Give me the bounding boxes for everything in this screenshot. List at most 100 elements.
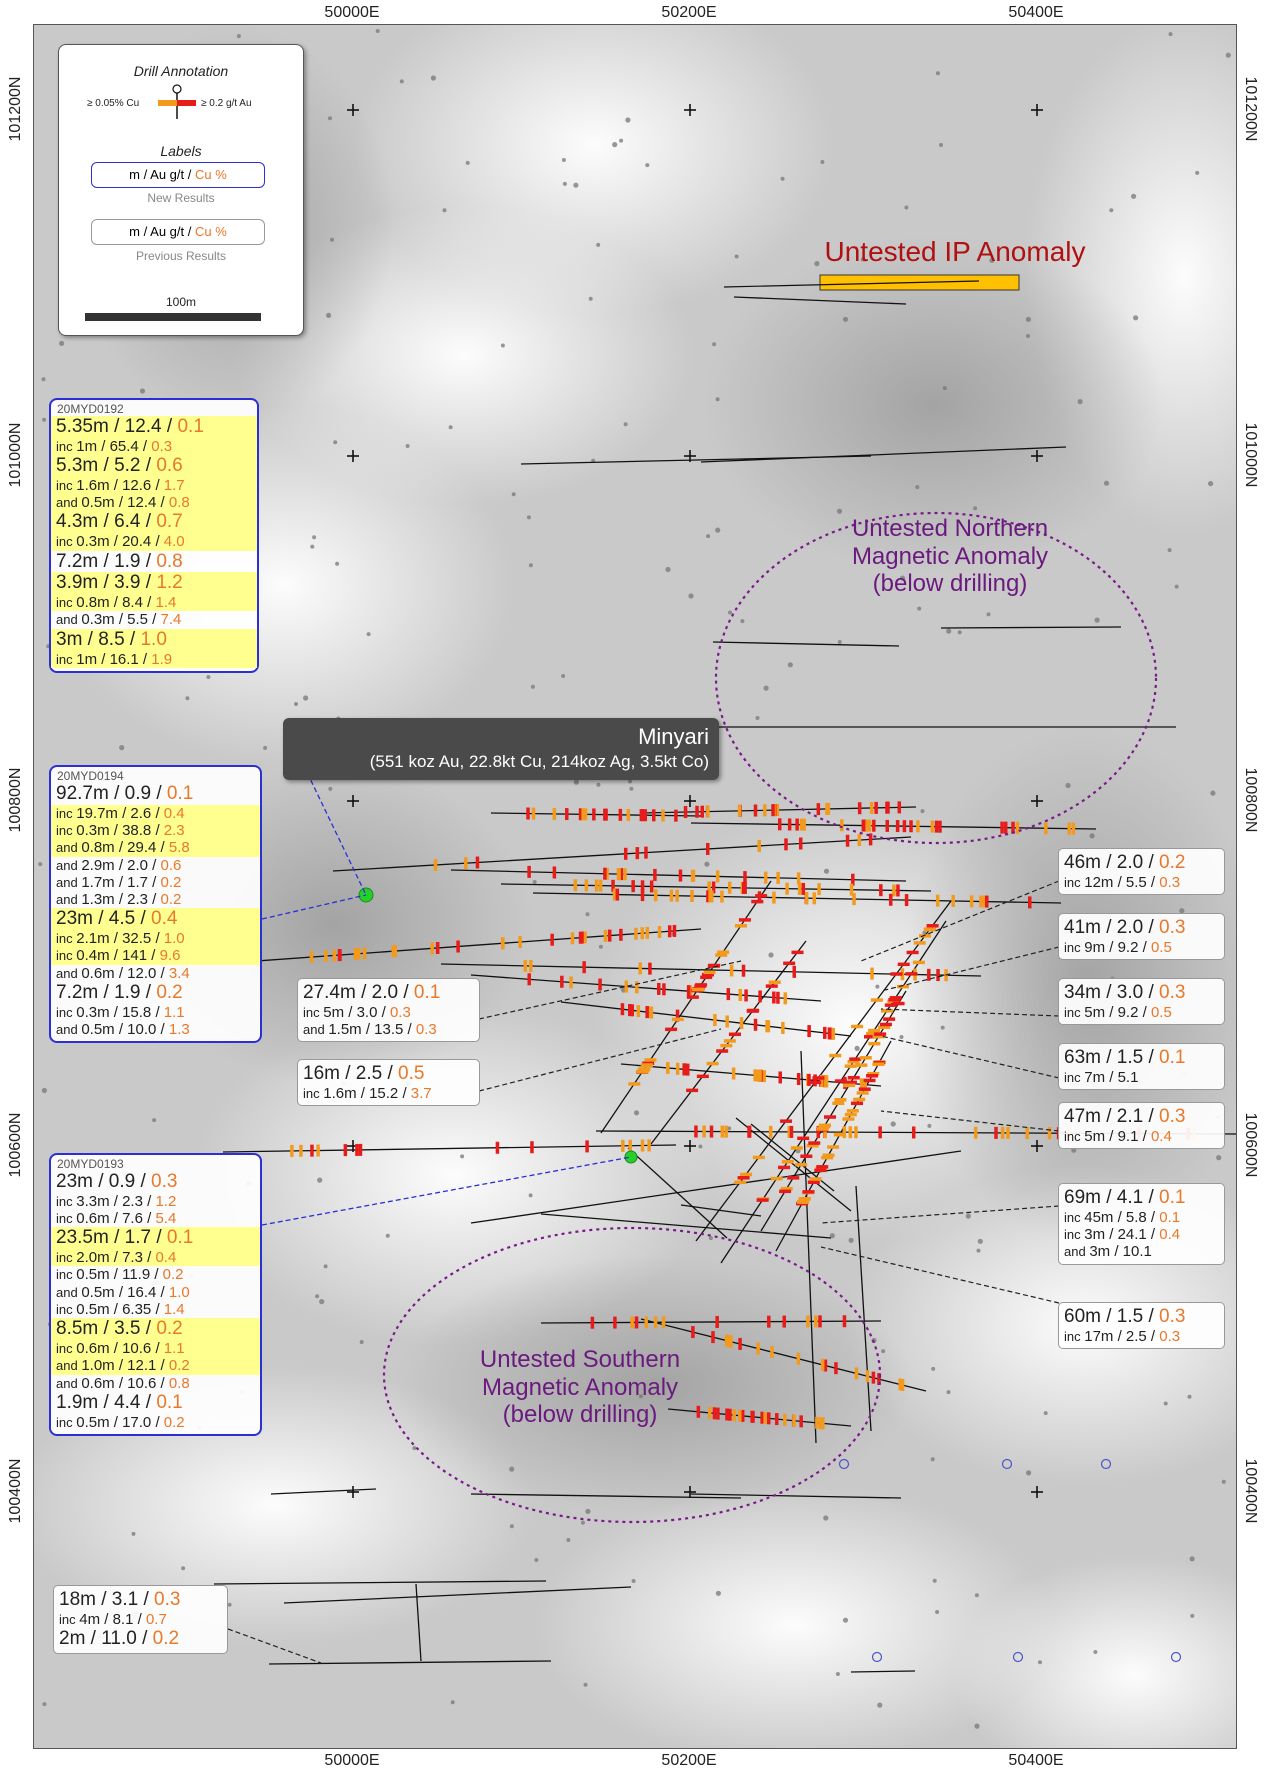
intercept-line: 46m / 2.0 / 0.2 bbox=[1064, 852, 1186, 873]
intercept-line: inc 1.6m / 15.2 / 3.7 bbox=[303, 1084, 432, 1102]
intercept-line: inc 7m / 5.1 bbox=[1064, 1068, 1139, 1086]
callout-previous-result: 69m / 4.1 / 0.1 inc 45m / 5.8 / 0.1 inc 3m… bbox=[1058, 1183, 1225, 1265]
hole-id: 20MYD0193 bbox=[57, 1157, 124, 1171]
intercept-line: 92.7m / 0.9 / 0.1 bbox=[56, 783, 194, 804]
intercept-line: 41m / 2.0 / 0.3 bbox=[1064, 917, 1186, 938]
intercept-line: inc 12m / 5.5 / 0.3 bbox=[1064, 873, 1181, 891]
axis-top-label: 50400E bbox=[1008, 4, 1064, 21]
southern-anomaly-label: Untested Southern Magnetic Anomaly (below … bbox=[479, 1346, 681, 1429]
axis-bottom-label: 50200E bbox=[661, 1752, 717, 1769]
scale-bar bbox=[85, 313, 261, 321]
intercept-line: 5.3m / 5.2 / 0.6 bbox=[51, 455, 257, 477]
intercept-line: inc 2.0m / 7.3 / 0.4 bbox=[51, 1249, 260, 1267]
intercept-line: and 3m / 10.1 bbox=[1064, 1243, 1152, 1261]
intercept-line: and 1.7m / 1.7 / 0.2 bbox=[56, 873, 182, 891]
legend-au-threshold: ≥ 0.2 g/t Au bbox=[201, 98, 252, 109]
drill-symbol-icon bbox=[158, 84, 196, 119]
deposit-label: Minyari (551 koz Au, 22.8kt Cu, 214koz A… bbox=[283, 718, 719, 780]
intercept-line: inc 5m / 9.2 / 0.5 bbox=[1064, 1003, 1172, 1021]
intercept-line: inc 0.5m / 17.0 / 0.2 bbox=[56, 1413, 185, 1431]
intercept-line: inc 3m / 24.1 / 0.4 bbox=[1064, 1226, 1181, 1244]
deposit-resource: (551 koz Au, 22.8kt Cu, 214koz Ag, 3.5kt… bbox=[369, 752, 709, 771]
intercept-line: 27.4m / 2.0 / 0.1 bbox=[303, 982, 441, 1003]
intercept-line: 34m / 3.0 / 0.3 bbox=[1064, 982, 1186, 1003]
callout-previous-result: 63m / 1.5 / 0.1 inc 7m / 5.1 bbox=[1058, 1043, 1225, 1091]
intercept-line: 23m / 4.5 / 0.4 bbox=[51, 908, 260, 931]
callout-previous-result: 47m / 2.1 / 0.3 inc 5m / 9.1 / 0.4 bbox=[1058, 1102, 1225, 1150]
intercept-line: inc 17m / 2.5 / 0.3 bbox=[1064, 1327, 1181, 1345]
legend-new-chip: m / Au g/t / Cu % bbox=[91, 162, 265, 188]
callout-previous-result: 16m / 2.5 / 0.5 inc 1.6m / 15.2 / 3.7 bbox=[297, 1059, 480, 1107]
intercept-line: inc 0.6m / 7.6 / 5.4 bbox=[56, 1210, 177, 1228]
hole-id: 20MYD0192 bbox=[57, 402, 124, 416]
intercept-line: and 0.3m / 5.5 / 7.4 bbox=[56, 611, 182, 629]
intercept-line: inc 0.3m / 20.4 / 4.0 bbox=[51, 533, 257, 551]
leader-lines bbox=[227, 880, 1060, 1664]
intercept-line: inc 3.3m / 2.3 / 1.2 bbox=[56, 1192, 177, 1210]
axis-left-label: 101000N bbox=[7, 422, 24, 488]
intercept-line: and 1.5m / 13.5 / 0.3 bbox=[303, 1021, 437, 1039]
drill-intercepts bbox=[290, 801, 1197, 1430]
axis-left-label: 101200N bbox=[7, 76, 24, 142]
intercept-line: inc 0.4m / 141 / 9.6 bbox=[51, 947, 260, 965]
intercept-line: and 0.8m / 29.4 / 5.8 bbox=[51, 839, 260, 857]
hole-id: 20MYD0194 bbox=[57, 769, 124, 783]
intercept-line: inc 19.7m / 2.6 / 0.4 bbox=[51, 804, 260, 823]
intercept-line: inc 0.3m / 15.8 / 1.1 bbox=[56, 1003, 185, 1021]
intercept-line: inc 0.6m / 10.6 / 1.1 bbox=[51, 1340, 260, 1358]
axis-left-label: 100800N bbox=[7, 767, 24, 833]
legend-prev-caption: Previous Results bbox=[135, 249, 227, 263]
callout-20MYD0193: 20MYD0193 23m / 0.9 / 0.3 inc 3.3m / 2.3 /… bbox=[49, 1153, 262, 1436]
callout-20MYD0192: 20MYD0192 5.35m / 12.4 / 0.1 inc 1m / 65.4… bbox=[49, 398, 259, 673]
legend-panel: Drill Annotation ≥ 0.05% Cu ≥ 0.2 g/t Au… bbox=[58, 44, 304, 336]
intercept-line: 16m / 2.5 / 0.5 bbox=[303, 1063, 425, 1084]
legend-title: Drill Annotation bbox=[133, 63, 229, 79]
intercept-line: 7.2m / 1.9 / 0.2 bbox=[56, 981, 183, 1003]
intercept-line: and 2.9m / 2.0 / 0.6 bbox=[56, 856, 182, 874]
intercept-line: and 0.6m / 10.6 / 0.8 bbox=[56, 1374, 190, 1392]
callout-20MYD0194: 20MYD0194 92.7m / 0.9 / 0.1 inc 19.7m / 2.… bbox=[49, 765, 262, 1044]
intercept-line: 4.3m / 6.4 / 0.7 bbox=[51, 511, 257, 534]
callout-previous-result: 60m / 1.5 / 0.3 inc 17m / 2.5 / 0.3 bbox=[1058, 1302, 1225, 1350]
intercept-line: 1.9m / 4.4 / 0.1 bbox=[56, 1391, 183, 1413]
intercept-line: 7.2m / 1.9 / 0.8 bbox=[56, 550, 183, 572]
axis-right-label: 100600N bbox=[1242, 1112, 1259, 1178]
ip-anomaly-label: Untested IP Anomaly bbox=[824, 236, 1086, 267]
intercept-line: inc 45m / 5.8 / 0.1 bbox=[1064, 1208, 1181, 1226]
intercept-line: 5.35m / 12.4 / 0.1 bbox=[51, 416, 257, 438]
intercept-line: inc 1m / 65.4 / 0.3 bbox=[51, 437, 257, 456]
intercept-line: inc 0.3m / 38.8 / 2.3 bbox=[51, 822, 260, 840]
intercept-line: inc 1m / 16.1 / 1.9 bbox=[51, 650, 257, 668]
intercept-line: inc 5m / 9.1 / 0.4 bbox=[1064, 1127, 1172, 1145]
deposit-name: Minyari bbox=[638, 724, 709, 749]
intercept-line: inc 1.6m / 12.6 / 1.7 bbox=[51, 476, 257, 495]
legend-new-caption: New Results bbox=[147, 191, 215, 205]
intercept-line: inc 0.8m / 8.4 / 1.4 bbox=[51, 594, 257, 612]
legend-labels-title: Labels bbox=[160, 143, 202, 159]
axis-right-label: 101200N bbox=[1242, 76, 1259, 142]
intercept-line: 18m / 3.1 / 0.3 bbox=[59, 1589, 181, 1610]
callout-previous-result: 46m / 2.0 / 0.2 inc 12m / 5.5 / 0.3 bbox=[1058, 848, 1225, 896]
intercept-line: 60m / 1.5 / 0.3 bbox=[1064, 1306, 1186, 1327]
intercept-line: and 0.5m / 12.4 / 0.8 bbox=[51, 494, 257, 512]
intercept-line: and 1.0m / 12.1 / 0.2 bbox=[51, 1357, 260, 1375]
callout-previous-result: 41m / 2.0 / 0.3 inc 9m / 9.2 / 0.5 bbox=[1058, 913, 1225, 961]
axis-right-label: 100800N bbox=[1242, 767, 1259, 833]
intercept-line: and 0.5m / 16.4 / 1.0 bbox=[56, 1283, 190, 1301]
axis-bottom-label: 50000E bbox=[324, 1752, 380, 1769]
intercept-line: 69m / 4.1 / 0.1 bbox=[1064, 1187, 1186, 1208]
intercept-line: 47m / 2.1 / 0.3 bbox=[1064, 1106, 1186, 1127]
axis-top-label: 50000E bbox=[324, 4, 380, 21]
intercept-line: inc 4m / 8.1 / 0.7 bbox=[59, 1610, 167, 1628]
intercept-line: 63m / 1.5 / 0.1 bbox=[1064, 1047, 1186, 1068]
intercept-line: 23.5m / 1.7 / 0.1 bbox=[51, 1227, 260, 1250]
intercept-line: 3m / 8.5 / 1.0 bbox=[51, 628, 257, 651]
grid-crosses bbox=[347, 104, 1043, 1498]
intercept-line: 2m / 11.0 / 0.2 bbox=[59, 1628, 180, 1650]
axis-left-label: 100400N bbox=[7, 1458, 24, 1524]
intercept-line: 23m / 0.9 / 0.3 bbox=[56, 1171, 178, 1192]
intercept-line: and 1.3m / 2.3 / 0.2 bbox=[56, 891, 182, 909]
legend-cu-threshold: ≥ 0.05% Cu bbox=[87, 98, 140, 109]
legend-prev-chip: m / Au g/t / Cu % bbox=[91, 219, 265, 245]
intercept-line: inc 5m / 3.0 / 0.3 bbox=[303, 1003, 411, 1021]
